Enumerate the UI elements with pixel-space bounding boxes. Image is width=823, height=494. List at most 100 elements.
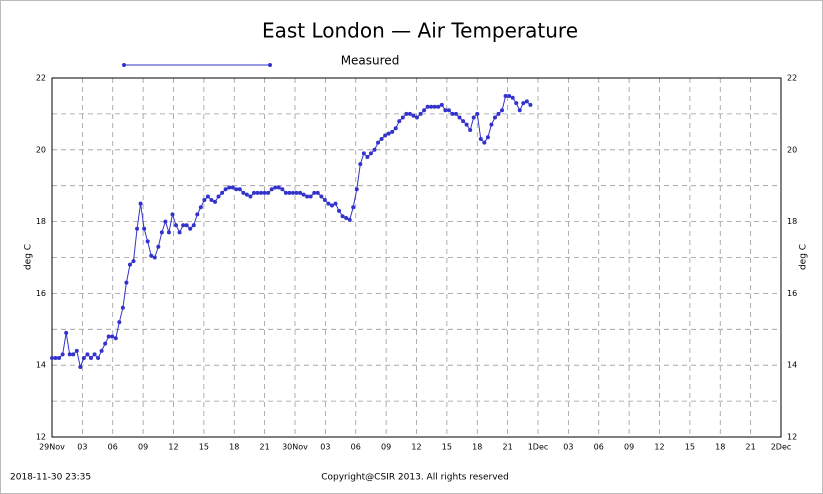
data-point	[482, 140, 487, 145]
y2-tick-label: 12	[787, 433, 797, 442]
data-point	[138, 201, 143, 206]
data-point	[315, 190, 320, 195]
data-point	[489, 122, 494, 127]
y-tick-label: 16	[36, 289, 46, 298]
data-point	[496, 111, 501, 116]
data-point	[446, 108, 451, 113]
data-point	[390, 129, 395, 134]
data-point	[269, 187, 274, 192]
x-tick-label: 15	[199, 443, 209, 452]
y2-tick-label: 22	[787, 74, 797, 83]
data-point	[213, 199, 218, 204]
data-point	[400, 115, 405, 120]
data-point	[259, 190, 264, 195]
data-point	[521, 101, 526, 106]
data-point	[85, 352, 90, 357]
x-tick-label: 06	[108, 443, 118, 452]
x-tick-label: 03	[320, 443, 330, 452]
y-axis-label: deg C	[24, 244, 34, 270]
data-point	[294, 190, 299, 195]
y2-tick-label: 20	[787, 145, 797, 154]
x-tick-label: 1Dec	[528, 443, 549, 452]
data-point	[64, 330, 69, 335]
data-point	[517, 108, 522, 113]
data-point	[500, 108, 505, 113]
data-point	[110, 334, 115, 339]
data-point	[145, 239, 150, 244]
data-point	[166, 230, 171, 235]
data-point	[312, 190, 317, 195]
data-point	[453, 111, 458, 116]
data-point	[461, 119, 466, 124]
data-point	[422, 108, 427, 113]
data-point	[177, 230, 182, 235]
x-tick-label: 18	[472, 443, 482, 452]
data-point	[404, 111, 409, 116]
data-point	[354, 187, 359, 192]
x-tick-label: 12	[411, 443, 421, 452]
x-tick-label: 09	[381, 443, 391, 452]
data-point	[425, 104, 430, 109]
data-point	[407, 111, 412, 116]
y-tick-label: 14	[36, 361, 46, 370]
y2-tick-label: 14	[787, 361, 797, 370]
data-point	[152, 255, 157, 260]
plot-area	[51, 77, 782, 438]
data-point	[78, 364, 83, 369]
data-point	[209, 198, 214, 203]
data-point	[117, 320, 122, 325]
data-point	[393, 126, 398, 131]
data-point	[248, 194, 253, 199]
data-point	[365, 154, 370, 159]
data-point	[301, 192, 306, 197]
data-point	[92, 352, 97, 357]
x-tick-label: 2Dec	[771, 443, 792, 452]
data-point	[195, 212, 200, 217]
data-point	[142, 226, 147, 231]
data-point	[524, 99, 529, 104]
data-point	[397, 119, 402, 124]
y-tick-label: 18	[36, 217, 46, 226]
data-point	[60, 352, 65, 357]
y2-tick-label: 16	[787, 289, 797, 298]
data-point	[251, 190, 256, 195]
data-point	[439, 102, 444, 107]
data-point	[106, 334, 111, 339]
x-tick-label: 21	[260, 443, 270, 452]
y2-tick-label: 18	[787, 217, 797, 226]
data-point	[198, 205, 203, 210]
data-point	[163, 219, 168, 224]
x-tick-label: 30Nov	[282, 443, 308, 452]
data-point	[429, 104, 434, 109]
timestamp: 2018-11-30 23:35	[10, 473, 91, 483]
data-point	[149, 253, 154, 258]
data-point	[159, 230, 164, 235]
data-point	[361, 151, 366, 156]
data-point	[450, 111, 455, 116]
data-point	[266, 190, 271, 195]
chart-title: East London — Air Temperature	[262, 19, 578, 43]
legend-marker	[122, 63, 126, 67]
data-point	[347, 217, 352, 222]
data-point	[351, 205, 356, 210]
data-point	[188, 226, 193, 231]
data-point	[386, 131, 391, 136]
data-point	[492, 115, 497, 120]
data-point	[135, 226, 140, 231]
x-tick-label: 06	[351, 443, 361, 452]
data-point	[184, 223, 189, 228]
data-point	[67, 352, 72, 357]
x-tick-label: 12	[654, 443, 664, 452]
data-point	[528, 102, 533, 107]
data-point	[368, 151, 373, 156]
data-point	[379, 137, 384, 142]
data-point	[53, 356, 58, 361]
data-point	[280, 187, 285, 192]
data-point	[103, 341, 108, 346]
data-point	[298, 190, 303, 195]
data-point	[170, 212, 175, 217]
y-tick-label: 20	[36, 145, 46, 154]
data-point	[124, 280, 129, 285]
data-point	[50, 356, 54, 361]
